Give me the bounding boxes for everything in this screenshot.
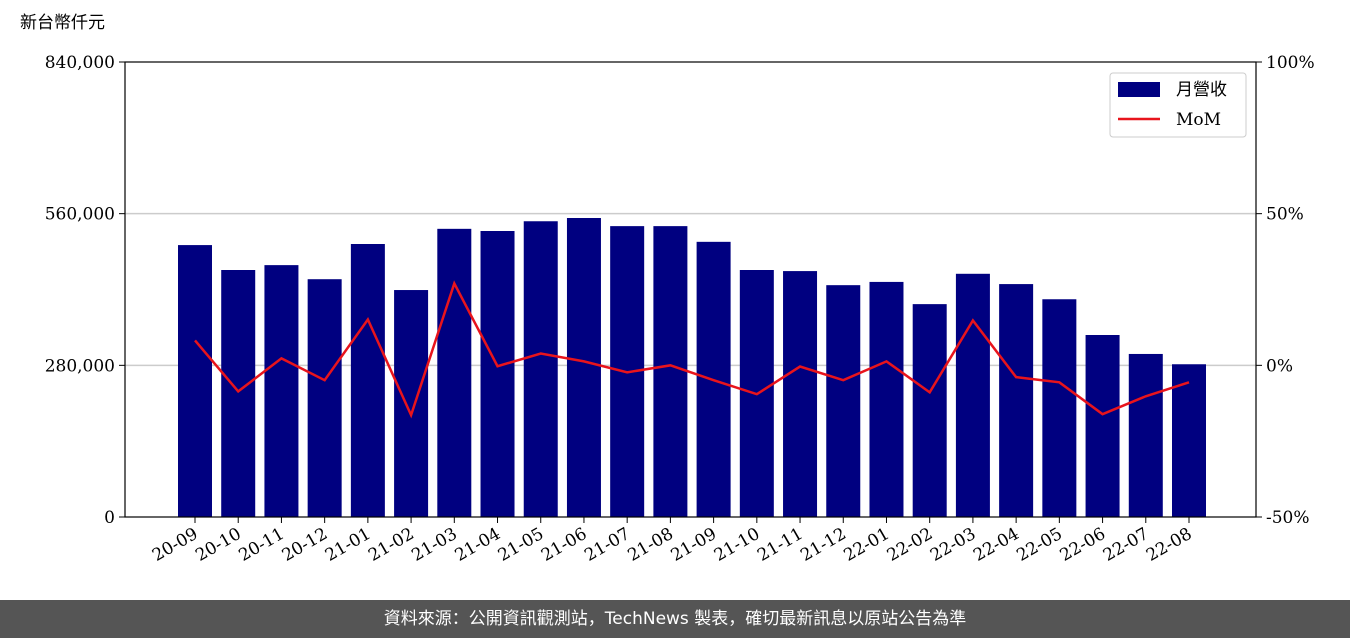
x-tick-label: 22-06 — [1057, 524, 1109, 566]
x-tick-label: 20-12 — [279, 524, 331, 566]
x-tick-label: 21-05 — [495, 524, 547, 566]
x-tick-label: 21-07 — [581, 524, 633, 566]
y-tick-label: 0 — [104, 508, 115, 528]
y-tick-label: 280,000 — [45, 356, 115, 376]
y2-tick-label: 0% — [1266, 356, 1293, 376]
legend-swatch — [1118, 82, 1160, 97]
bar — [955, 273, 990, 517]
x-tick-label: 22-03 — [927, 524, 979, 566]
bar — [437, 228, 472, 518]
x-tick-label: 21-09 — [668, 524, 720, 566]
x-tick-label: 22-04 — [970, 524, 1022, 566]
bar — [221, 270, 256, 517]
x-tick-label: 22-07 — [1100, 524, 1152, 566]
y2-tick-label: -50% — [1266, 508, 1310, 528]
y2-tick-label: 100% — [1266, 53, 1315, 73]
x-tick-label: 21-10 — [711, 524, 763, 566]
x-tick-label: 22-05 — [1013, 524, 1065, 566]
bar — [1172, 364, 1206, 517]
legend-label: 月營收 — [1176, 80, 1227, 100]
bar — [1042, 299, 1077, 517]
legend: 月營收 MoM — [1109, 72, 1247, 138]
legend-label: MoM — [1176, 110, 1221, 130]
y2-tick-label: 50% — [1266, 205, 1304, 225]
line — [194, 280, 1190, 419]
bar — [178, 245, 212, 518]
x-tick-label: 21-01 — [322, 524, 374, 566]
bar — [999, 284, 1034, 517]
bar — [523, 221, 558, 517]
x-tick-label: 21-02 — [365, 524, 417, 566]
x-tick-label: 21-03 — [408, 524, 460, 566]
bar — [653, 226, 688, 517]
bar — [350, 244, 385, 517]
bar — [869, 281, 904, 517]
bar — [307, 279, 342, 517]
bar — [1128, 353, 1163, 517]
x-tick-label: 21-06 — [538, 524, 590, 566]
bar — [480, 231, 515, 517]
x-tick-label: 21-08 — [624, 524, 676, 566]
x-tick-label: 22-01 — [841, 524, 893, 566]
x-tick-label: 20-10 — [192, 524, 244, 566]
bar — [566, 218, 601, 517]
bar — [912, 304, 947, 517]
bar — [826, 285, 861, 517]
x-tick-label: 22-02 — [884, 524, 936, 566]
chart: 新台幣仟元 0 280,000 560,000 840,000 -50% 0% 50% 100… — [20, 13, 1315, 566]
x-tick-label: 20-09 — [149, 524, 201, 566]
bar — [394, 290, 429, 517]
y-tick-label: 840,000 — [45, 53, 115, 73]
bar — [783, 271, 818, 517]
x-tick-label: 21-11 — [754, 524, 806, 566]
y-axis-label: 新台幣仟元 — [20, 13, 105, 33]
bar — [1085, 335, 1120, 517]
x-tick-label: 21-04 — [452, 524, 504, 566]
x-tick-label: 22-08 — [1143, 524, 1195, 566]
y-tick-label: 560,000 — [45, 205, 115, 225]
source-note: 資料來源：公開資訊觀測站，TechNews 製表，確切最新訊息以原站公告為準 — [0, 600, 1350, 638]
x-tick-label: 21-12 — [797, 524, 849, 566]
bar — [264, 265, 299, 517]
x-tick-label: 20-11 — [235, 524, 287, 566]
plot-frame — [124, 61, 1257, 518]
